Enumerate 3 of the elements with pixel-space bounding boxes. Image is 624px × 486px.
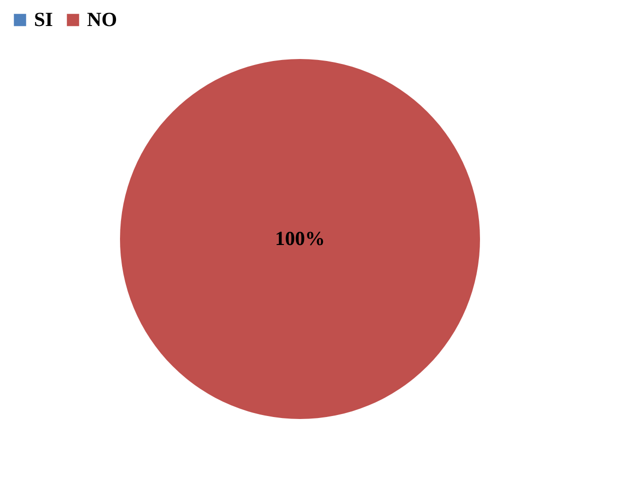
legend-label: SI [34,9,54,31]
data-label: 100% [275,228,325,250]
legend-label: NO [87,9,117,31]
